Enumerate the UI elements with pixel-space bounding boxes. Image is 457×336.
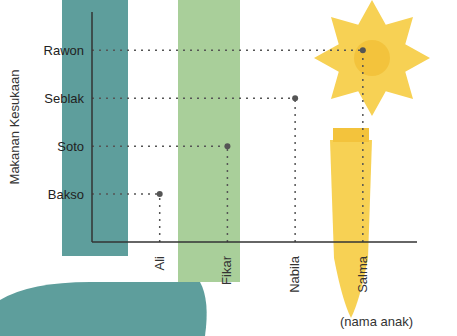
svg-text:(nama anak): (nama anak) [340,314,413,329]
svg-text:Ali: Ali [152,256,167,271]
svg-text:Fikar: Fikar [219,255,234,285]
svg-text:Soto: Soto [57,139,84,154]
svg-text:Salma: Salma [355,255,370,293]
svg-text:Makanan Kesukaan: Makanan Kesukaan [7,70,22,185]
svg-text:Nabila: Nabila [287,255,302,293]
svg-text:Seblak: Seblak [44,91,84,106]
svg-text:Bakso: Bakso [48,187,84,202]
svg-text:Rawon: Rawon [44,43,84,58]
